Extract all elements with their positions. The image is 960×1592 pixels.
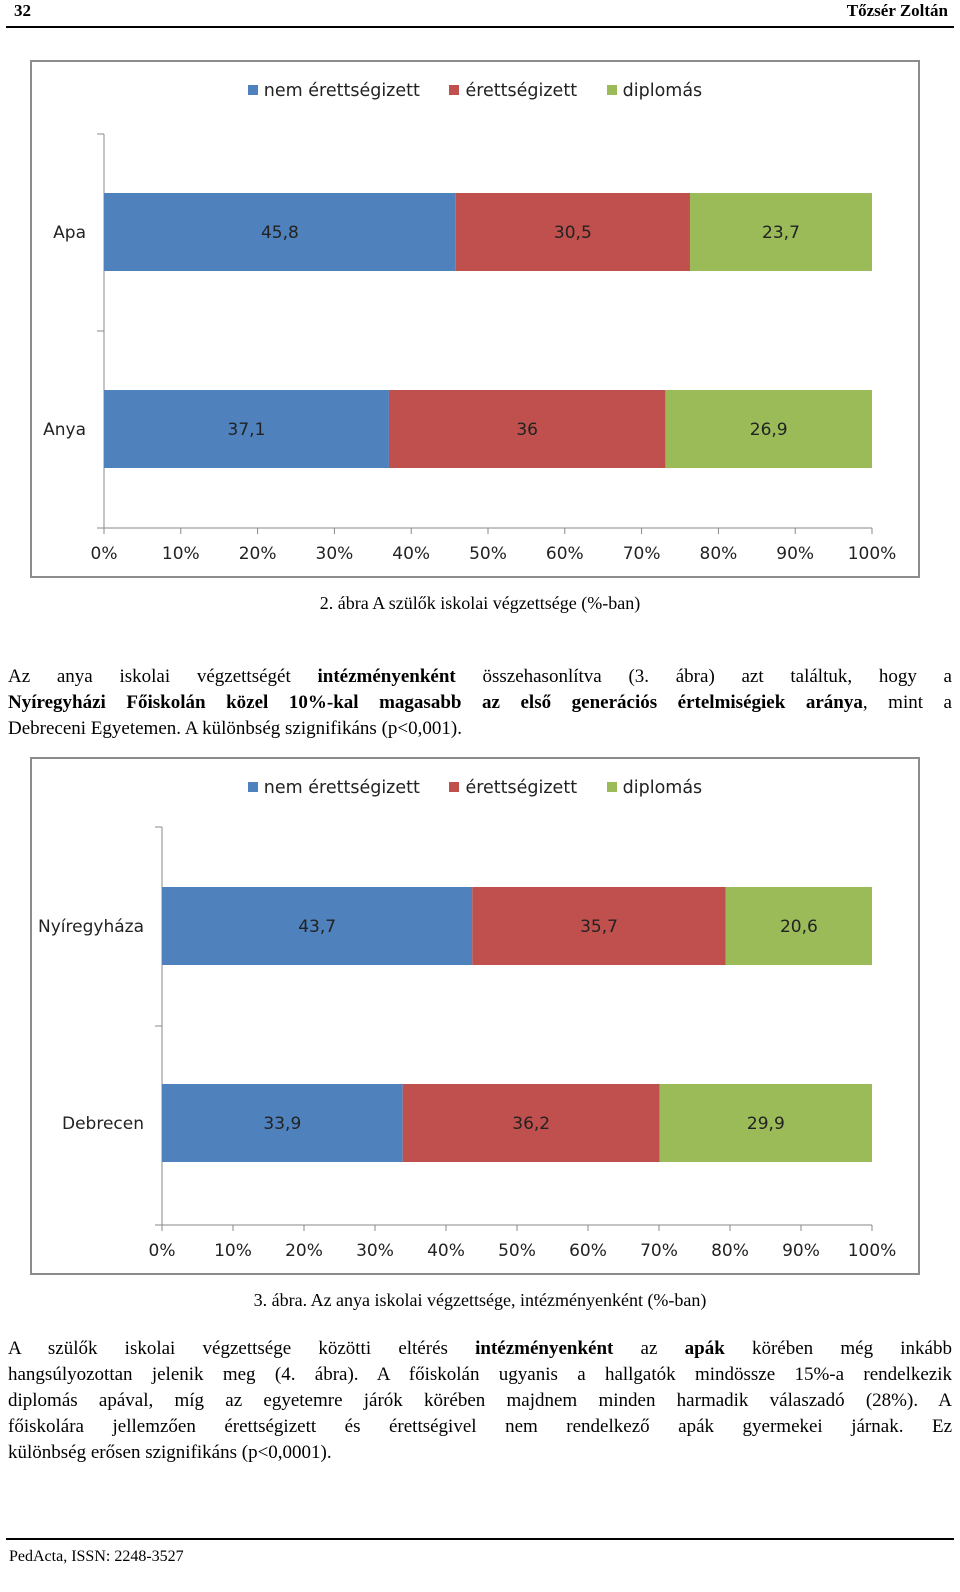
data-label: 26,9 bbox=[750, 420, 788, 440]
x-tick-label: 20% bbox=[239, 544, 277, 564]
legend-swatch-red bbox=[449, 782, 460, 792]
data-label: 35,7 bbox=[580, 917, 618, 937]
x-tick-label: 0% bbox=[91, 544, 118, 564]
paragraph-2-line-3: diplomás apával, míg az egyetemre járók … bbox=[8, 1390, 952, 1411]
x-tick-label: 70% bbox=[640, 1241, 678, 1261]
bar-segment bbox=[455, 193, 690, 271]
legend-item-diplomas: diplomás bbox=[606, 778, 702, 798]
page-footer: PedActa, ISSN: 2248-3527 bbox=[6, 1538, 954, 1565]
bar-segment bbox=[689, 193, 872, 271]
category-label: Anya bbox=[43, 420, 86, 440]
data-label: 36 bbox=[516, 420, 538, 440]
x-tick-label: 30% bbox=[316, 544, 354, 564]
x-tick-label: 10% bbox=[214, 1241, 252, 1261]
category-label: Nyíregyháza bbox=[38, 917, 144, 937]
x-tick-label: 50% bbox=[498, 1241, 536, 1261]
x-tick-label: 90% bbox=[776, 544, 814, 564]
x-tick-label: 20% bbox=[285, 1241, 323, 1261]
bar-segment bbox=[162, 1084, 403, 1162]
legend-swatch-green bbox=[606, 85, 617, 95]
page-header: 32 Tőzsér Zoltán bbox=[6, 0, 954, 28]
figure-2-caption: 2. ábra A szülők iskolai végzettsége (%-… bbox=[319, 593, 641, 613]
legend-item-erettsegizett: érettségizett bbox=[449, 81, 577, 101]
bar-segment bbox=[388, 390, 666, 468]
x-tick-label: 10% bbox=[162, 544, 200, 564]
data-label: 23,7 bbox=[762, 223, 800, 243]
x-tick-label: 100% bbox=[848, 544, 897, 564]
paragraph-2-line-4: főiskolára jellemzően érettségizett és é… bbox=[8, 1416, 952, 1437]
x-tick-label: 100% bbox=[848, 1241, 897, 1261]
x-tick-label: 40% bbox=[427, 1241, 465, 1261]
figure-3-caption: 3. ábra. Az anya iskolai végzettsége, in… bbox=[253, 1290, 707, 1310]
paragraph-1-line-2: Nyíregyházi Főiskolán közel 10%-kal maga… bbox=[8, 692, 952, 713]
bar-segment bbox=[104, 193, 456, 271]
data-label: 30,5 bbox=[554, 223, 592, 243]
paragraph-1: Az anya iskolai végzettségét intézményen… bbox=[8, 664, 952, 742]
x-tick-label: 60% bbox=[569, 1241, 607, 1261]
running-author: Tőzsér Zoltán bbox=[846, 1, 948, 20]
category-label: Debrecen bbox=[62, 1114, 144, 1134]
paragraph-1-line-3: Debreceni Egyetemen. A különbség szignif… bbox=[8, 718, 462, 739]
data-label: 33,9 bbox=[263, 1114, 301, 1134]
x-tick-label: 80% bbox=[700, 544, 738, 564]
x-tick-label: 40% bbox=[392, 544, 430, 564]
legend-swatch-blue bbox=[247, 782, 258, 792]
paragraph-2: A szülők iskolai végzettsége közötti elt… bbox=[8, 1336, 952, 1466]
bar-segment bbox=[665, 390, 872, 468]
paragraph-1-line-1: Az anya iskolai végzettségét intézményen… bbox=[8, 666, 952, 687]
x-tick-label: 30% bbox=[356, 1241, 394, 1261]
category-label: Apa bbox=[53, 223, 86, 243]
chart-plot-area: 0% 10% 20% 30% 40% 50% 60% 70% 80% 90% 100% Apa 45,8… bbox=[43, 133, 897, 564]
data-label: 45,8 bbox=[261, 223, 299, 243]
x-tick-label: 80% bbox=[711, 1241, 749, 1261]
data-label: 29,9 bbox=[747, 1114, 785, 1134]
chart-plot-area: 0% 10% 20% 30% 40% 50% 60% 70% 80% 90% 100% Nyíregy… bbox=[38, 826, 897, 1261]
paragraph-2-line-2: hangsúlyozottan jelenik meg (4. ábra). A… bbox=[8, 1364, 952, 1385]
data-label: 36,2 bbox=[512, 1114, 550, 1134]
paragraph-2-line-5: különbség erősen szignifikáns (p<0,0001)… bbox=[8, 1442, 332, 1463]
legend-item-nem-erettsegizett: nem érettségizett bbox=[247, 81, 420, 101]
page-number: 32 bbox=[14, 1, 31, 20]
bar-segment bbox=[725, 887, 872, 965]
figure-2-chart: nem érettségizett érettségizett diplomás… bbox=[30, 60, 920, 578]
figure-3-chart: nem érettségizett érettségizett diplomás… bbox=[30, 757, 920, 1275]
data-label: 20,6 bbox=[780, 917, 818, 937]
x-tick-label: 60% bbox=[546, 544, 584, 564]
bar-segment bbox=[104, 390, 389, 468]
bar-segment bbox=[659, 1084, 872, 1162]
legend-swatch-blue bbox=[247, 85, 258, 95]
data-label: 43,7 bbox=[298, 917, 336, 937]
bar-segment bbox=[162, 887, 473, 965]
journal-issn: PedActa, ISSN: 2248-3527 bbox=[9, 1548, 184, 1565]
x-tick-label: 50% bbox=[469, 544, 507, 564]
chart-legend: nem érettségizett érettségizett diplomás bbox=[32, 778, 918, 798]
legend-item-erettsegizett: érettségizett bbox=[449, 778, 577, 798]
chart-legend: nem érettségizett érettségizett diplomás bbox=[32, 81, 918, 101]
paragraph-2-line-1: A szülők iskolai végzettsége közötti elt… bbox=[8, 1338, 952, 1359]
x-tick-label: 90% bbox=[782, 1241, 820, 1261]
bar-segment bbox=[402, 1084, 660, 1162]
x-tick-label: 70% bbox=[623, 544, 661, 564]
data-label: 37,1 bbox=[228, 420, 266, 440]
bar-segment bbox=[472, 887, 726, 965]
x-tick-label: 0% bbox=[149, 1241, 176, 1261]
legend-swatch-red bbox=[449, 85, 460, 95]
legend-item-diplomas: diplomás bbox=[606, 81, 702, 101]
legend-item-nem-erettsegizett: nem érettségizett bbox=[247, 778, 420, 798]
legend-swatch-green bbox=[606, 782, 617, 792]
